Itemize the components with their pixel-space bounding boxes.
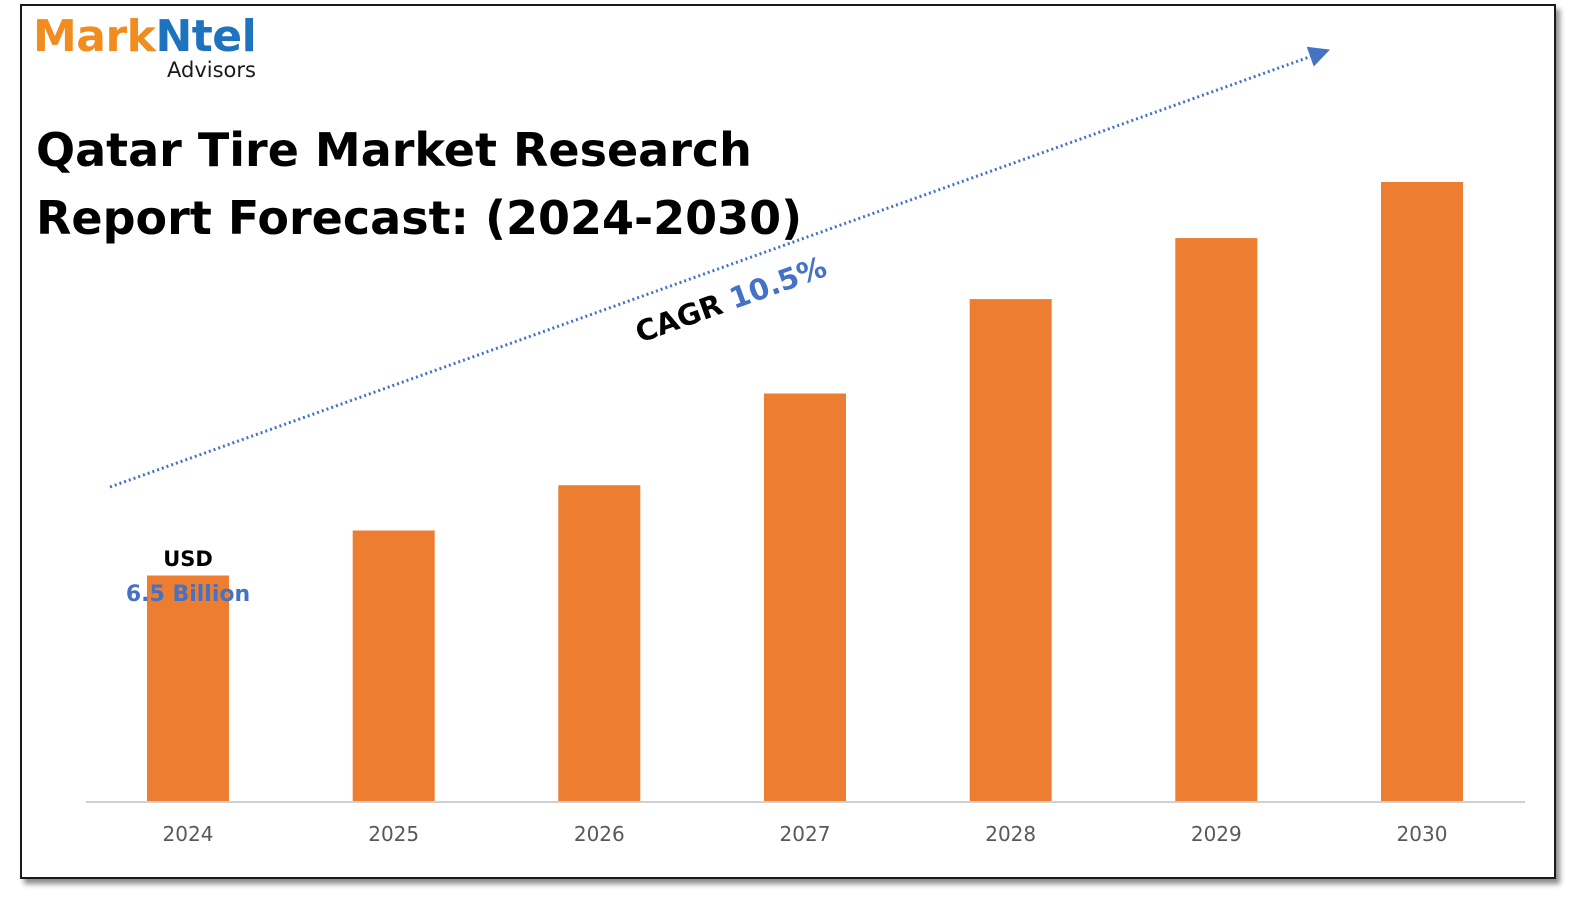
x-tick-2026: 2026 bbox=[574, 822, 625, 846]
cagr-annotation: CAGR10.5% bbox=[631, 250, 831, 350]
bar-2026 bbox=[558, 485, 641, 802]
marknetel-logo: MarkNtel Advisors bbox=[33, 12, 293, 86]
cagr-label: CAGR bbox=[631, 287, 727, 349]
x-tick-2029: 2029 bbox=[1191, 822, 1242, 846]
bar-2025 bbox=[352, 530, 435, 802]
x-tick-2024: 2024 bbox=[163, 822, 214, 846]
x-tick-2028: 2028 bbox=[985, 822, 1036, 846]
x-tick-labels: 2024 2025 2026 2027 2028 2029 2030 bbox=[163, 822, 1448, 846]
bars bbox=[147, 182, 1463, 803]
bar-2024 bbox=[147, 575, 229, 802]
chart-title-line1: Qatar Tire Market Research bbox=[36, 123, 752, 177]
bar-2028 bbox=[969, 299, 1052, 802]
x-tick-2027: 2027 bbox=[780, 822, 831, 846]
bar-2029 bbox=[1175, 238, 1258, 803]
chart-title: Qatar Tire Market Research Report Foreca… bbox=[36, 116, 803, 252]
chart-title-line2: Report Forecast: (2024-2030) bbox=[36, 191, 803, 245]
x-tick-2025: 2025 bbox=[368, 822, 419, 846]
bar-2030 bbox=[1381, 182, 1463, 802]
logo-word-mark: Mark bbox=[33, 11, 156, 62]
bar-2027 bbox=[764, 393, 846, 802]
first-bar-label-currency: USD bbox=[163, 547, 213, 571]
logo-word-ntel: Ntel bbox=[155, 11, 257, 62]
logo-wordmark: MarkNtel bbox=[33, 11, 257, 62]
cagr-trend-arrow bbox=[109, 46, 1330, 489]
logo-subtitle: Advisors bbox=[167, 58, 256, 82]
x-tick-2030: 2030 bbox=[1397, 822, 1448, 846]
first-bar-label-value: 6.5 Billion bbox=[126, 582, 250, 607]
